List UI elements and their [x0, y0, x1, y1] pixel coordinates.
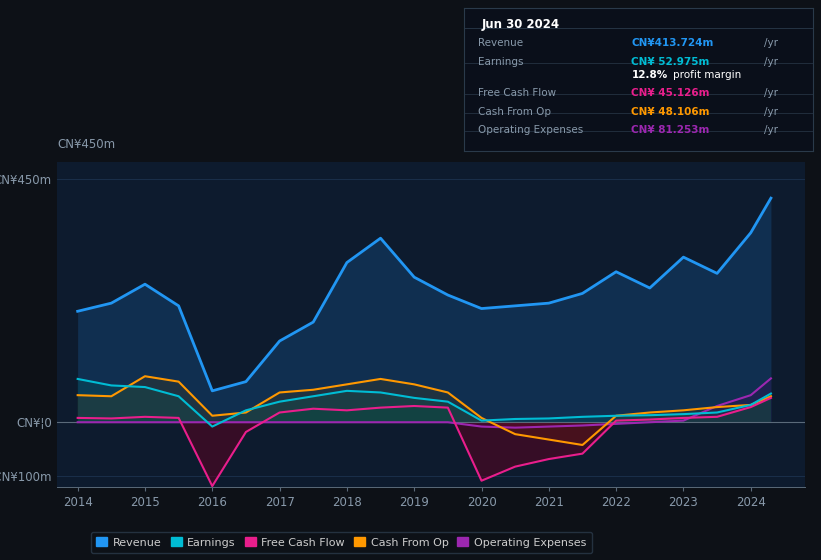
Text: CN¥ 81.253m: CN¥ 81.253m: [631, 125, 709, 136]
Text: /yr: /yr: [764, 107, 778, 117]
Text: 12.8%: 12.8%: [631, 70, 667, 80]
Text: /yr: /yr: [764, 88, 778, 99]
Text: /yr: /yr: [764, 39, 778, 48]
Text: Operating Expenses: Operating Expenses: [478, 125, 583, 136]
Text: CN¥450m: CN¥450m: [57, 138, 116, 151]
Text: /yr: /yr: [764, 57, 778, 67]
Text: Jun 30 2024: Jun 30 2024: [481, 18, 559, 31]
Text: profit margin: profit margin: [673, 70, 741, 80]
Text: CN¥ 45.126m: CN¥ 45.126m: [631, 88, 710, 99]
Text: CN¥413.724m: CN¥413.724m: [631, 39, 713, 48]
Text: /yr: /yr: [764, 125, 778, 136]
Text: Cash From Op: Cash From Op: [478, 107, 551, 117]
Legend: Revenue, Earnings, Free Cash Flow, Cash From Op, Operating Expenses: Revenue, Earnings, Free Cash Flow, Cash …: [91, 531, 592, 553]
Text: CN¥ 48.106m: CN¥ 48.106m: [631, 107, 710, 117]
Text: CN¥ 52.975m: CN¥ 52.975m: [631, 57, 709, 67]
Text: Revenue: Revenue: [478, 39, 523, 48]
Text: Earnings: Earnings: [478, 57, 523, 67]
Text: Free Cash Flow: Free Cash Flow: [478, 88, 556, 99]
